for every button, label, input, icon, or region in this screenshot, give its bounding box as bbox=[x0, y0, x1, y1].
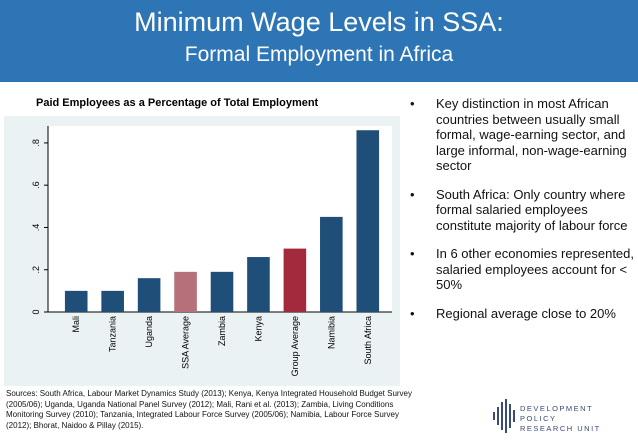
bullet-marker: • bbox=[410, 246, 415, 261]
y-tick-label: .8 bbox=[31, 139, 41, 147]
x-tick-label: Namibia bbox=[326, 316, 336, 349]
bar-ssa-average bbox=[174, 271, 197, 312]
logo-line-1: DEVELOPMENT POLICY bbox=[520, 404, 594, 423]
x-tick-label: Tanzania bbox=[108, 316, 118, 352]
logo-text: DEVELOPMENT POLICY RESEARCH UNIT bbox=[520, 404, 632, 434]
x-tick-label: Group Average bbox=[290, 316, 300, 376]
dpru-logo: DEVELOPMENT POLICY RESEARCH UNIT bbox=[492, 398, 632, 434]
bullet-marker: • bbox=[410, 186, 415, 202]
y-tick-label: .2 bbox=[31, 266, 41, 274]
bullet-marker: • bbox=[410, 96, 415, 111]
bullet-text: South Africa: Only country where formal … bbox=[436, 186, 628, 233]
logo-line-2: RESEARCH UNIT bbox=[520, 424, 601, 433]
y-tick-label: 0 bbox=[31, 309, 41, 314]
logo-mark-icon bbox=[493, 399, 515, 433]
bar-tanzania bbox=[101, 290, 124, 312]
x-tick-label: South Africa bbox=[363, 316, 373, 365]
chart-title: Paid Employees as a Percentage of Total … bbox=[36, 97, 319, 109]
bar-uganda bbox=[137, 278, 161, 312]
bullet-item: • South Africa: Only country where formal… bbox=[408, 187, 636, 234]
bullet-item: • Regional average close to 20% bbox=[408, 306, 636, 322]
bar-namibia bbox=[320, 216, 343, 312]
bullet-marker: • bbox=[410, 305, 415, 321]
bar-south-africa bbox=[356, 130, 380, 312]
bullet-list: • Key distinction in most African countri… bbox=[408, 96, 636, 334]
bar-chart: 0 .2 .4 .6 .8 Mali Tanzania Uganda SSA Average Za… bbox=[31, 126, 392, 376]
bar-group-average bbox=[283, 248, 307, 312]
slide-title: Minimum Wage Levels in SSA: bbox=[134, 7, 504, 37]
bullet-text: Key distinction in most African countrie… bbox=[436, 96, 627, 173]
bar-kenya bbox=[247, 257, 270, 312]
x-tick-label: Zambia bbox=[217, 316, 227, 346]
slide-subtitle: Formal Employment in Africa bbox=[184, 43, 454, 66]
slide-header: Minimum Wage Levels in SSA: Formal Emplo… bbox=[0, 0, 638, 82]
bar-zambia bbox=[210, 271, 234, 312]
bullet-text: In 6 other economies represented, salari… bbox=[436, 246, 635, 292]
sources-note: Sources: South Africa, Labour Market Dyn… bbox=[6, 389, 413, 430]
bullet-item: • In 6 other economies represented, salar… bbox=[408, 246, 636, 293]
bullet-item: • Key distinction in most African countri… bbox=[408, 96, 636, 174]
x-tick-label: Uganda bbox=[144, 316, 154, 348]
bullet-text: Regional average close to 20% bbox=[436, 305, 616, 321]
x-tick-label: Mali bbox=[71, 316, 81, 333]
bar-mali bbox=[64, 290, 88, 312]
x-tick-label: Kenya bbox=[253, 316, 263, 342]
y-tick-label: .4 bbox=[31, 224, 41, 232]
x-tick-label: SSA Average bbox=[181, 316, 191, 369]
y-tick-label: .6 bbox=[31, 181, 41, 189]
